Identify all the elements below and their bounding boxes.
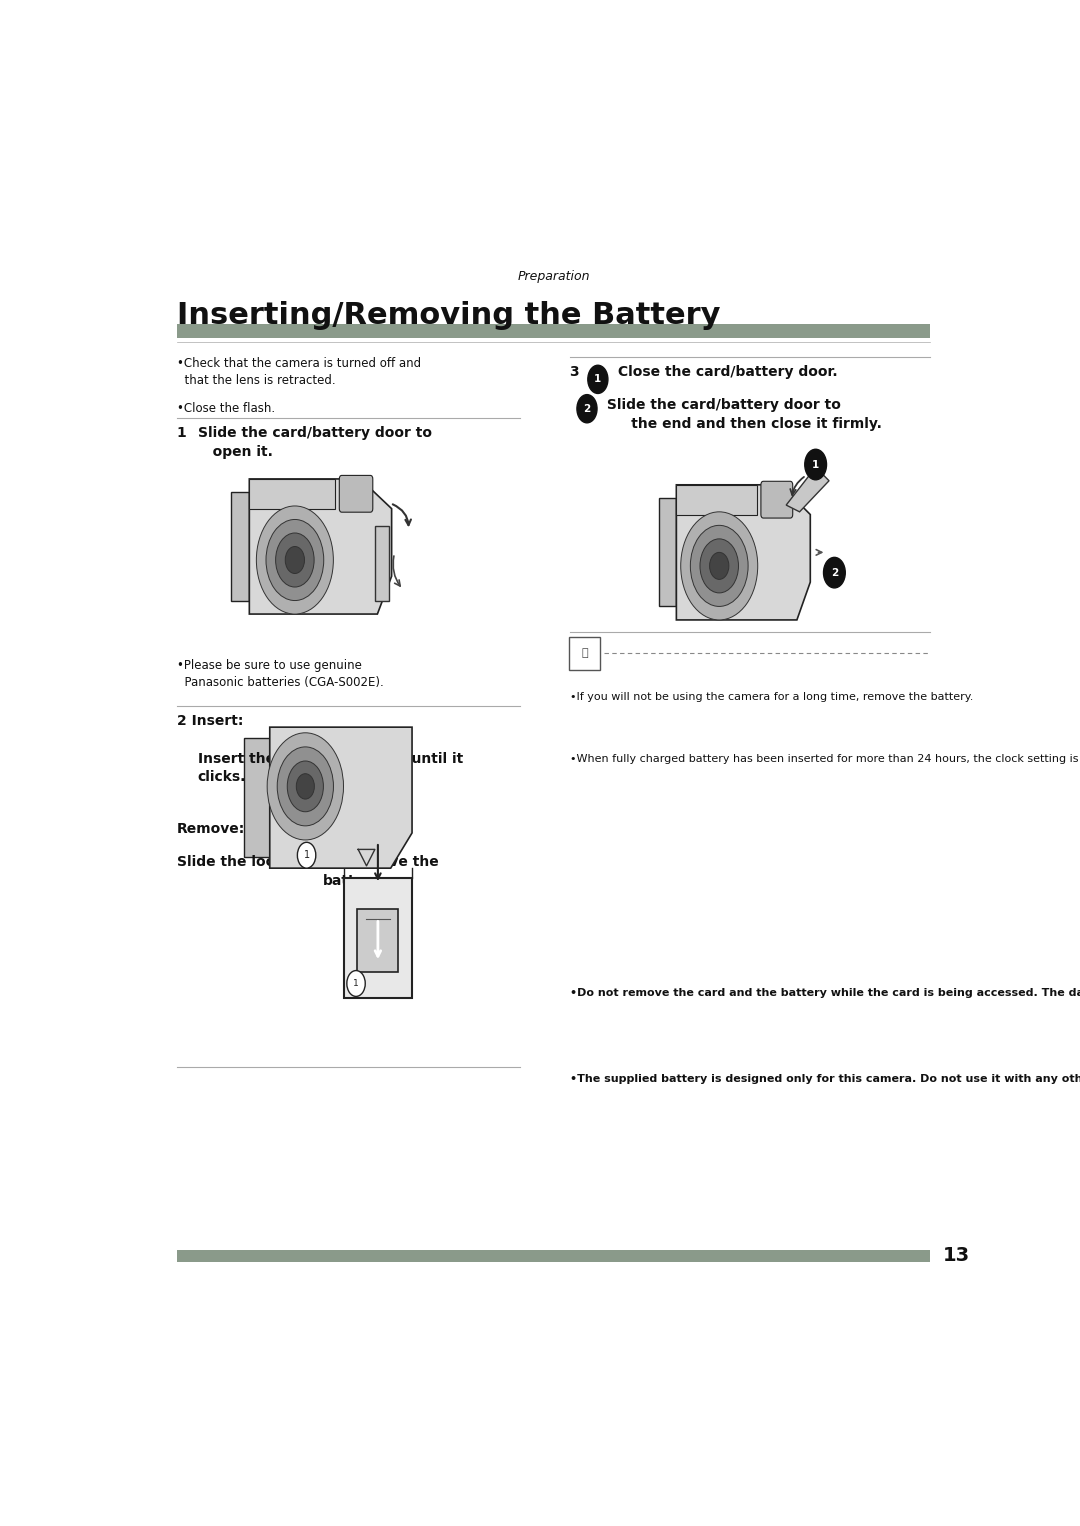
Circle shape — [278, 746, 334, 826]
Bar — [177, 1250, 930, 1262]
Circle shape — [296, 774, 314, 800]
Text: Insert the charged battery until it
clicks.: Insert the charged battery until it clic… — [198, 752, 463, 784]
FancyBboxPatch shape — [761, 481, 793, 517]
Polygon shape — [249, 479, 392, 613]
Circle shape — [266, 519, 324, 601]
Text: 1: 1 — [177, 426, 191, 441]
Circle shape — [256, 507, 334, 613]
Circle shape — [588, 365, 608, 394]
Circle shape — [700, 539, 739, 594]
Circle shape — [347, 971, 365, 996]
Text: Slide the card/battery door to
   open it.: Slide the card/battery door to open it. — [198, 426, 432, 459]
Polygon shape — [270, 728, 413, 868]
Circle shape — [577, 395, 597, 423]
Circle shape — [690, 525, 748, 606]
Text: •Please be sure to use genuine
  Panasonic batteries (CGA-S002E).: •Please be sure to use genuine Panasonic… — [177, 659, 383, 690]
Polygon shape — [786, 467, 829, 511]
Text: •Close the flash.: •Close the flash. — [177, 401, 275, 415]
Polygon shape — [659, 499, 676, 606]
Circle shape — [287, 761, 323, 812]
Bar — [177, 324, 930, 339]
Text: Remove:: Remove: — [177, 823, 245, 836]
Text: 13: 13 — [943, 1247, 970, 1265]
Text: 3: 3 — [570, 365, 584, 380]
Text: 2 Insert:: 2 Insert: — [177, 714, 243, 728]
Text: to remove the
battery.: to remove the battery. — [323, 855, 440, 888]
Text: 1: 1 — [303, 850, 310, 861]
Text: Slide the lock: Slide the lock — [177, 855, 287, 870]
Text: •The supplied battery is designed only for this camera. Do not use it with any o: •The supplied battery is designed only f… — [570, 1074, 1080, 1085]
Polygon shape — [249, 479, 335, 508]
Text: •Check that the camera is turned off and
  that the lens is retracted.: •Check that the camera is turned off and… — [177, 357, 421, 388]
Bar — [343, 877, 413, 998]
Text: Close the card/battery door.: Close the card/battery door. — [613, 365, 838, 380]
Circle shape — [710, 552, 729, 580]
Text: 1: 1 — [812, 459, 820, 470]
Text: Inserting/Removing the Battery: Inserting/Removing the Battery — [177, 301, 720, 330]
Polygon shape — [676, 485, 810, 620]
Text: •Do not remove the card and the battery while the card is being accessed. The da: •Do not remove the card and the battery … — [570, 987, 1080, 998]
Text: •When fully charged battery has been inserted for more than 24 hours, the clock : •When fully charged battery has been ins… — [570, 754, 1080, 763]
Text: ⎓: ⎓ — [581, 649, 588, 658]
Circle shape — [297, 842, 315, 868]
Polygon shape — [375, 526, 389, 601]
FancyBboxPatch shape — [569, 636, 599, 670]
Circle shape — [267, 732, 343, 839]
Circle shape — [285, 546, 305, 574]
Text: 1: 1 — [594, 374, 602, 385]
Text: Slide the card/battery door to
      the end and then close it firmly.: Slide the card/battery door to the end a… — [602, 398, 882, 430]
Text: 2: 2 — [831, 568, 838, 578]
Text: •If you will not be using the camera for a long time, remove the battery.: •If you will not be using the camera for… — [570, 691, 973, 702]
Polygon shape — [231, 493, 249, 601]
Circle shape — [680, 511, 758, 620]
Text: 1: 1 — [353, 980, 359, 987]
Text: 2: 2 — [583, 404, 591, 414]
Circle shape — [824, 557, 846, 588]
Circle shape — [275, 533, 314, 588]
Text: Preparation: Preparation — [517, 270, 590, 282]
Polygon shape — [676, 485, 757, 514]
FancyBboxPatch shape — [339, 476, 373, 513]
Circle shape — [805, 449, 826, 479]
Bar — [357, 909, 399, 972]
Polygon shape — [244, 739, 270, 858]
